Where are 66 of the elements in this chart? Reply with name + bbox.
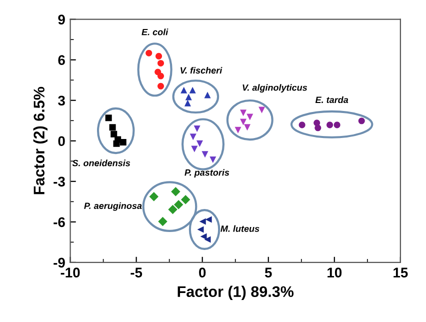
point <box>210 156 216 164</box>
series-label: V. fischeri <box>180 66 222 74</box>
point <box>204 236 211 243</box>
point <box>196 140 203 147</box>
point <box>149 192 158 202</box>
point <box>109 124 116 131</box>
point <box>185 94 192 100</box>
point <box>105 114 112 122</box>
point <box>204 92 211 98</box>
x-tick-label: -10 <box>60 268 80 278</box>
point <box>190 134 196 140</box>
y-tick-label: -3 <box>54 176 65 187</box>
point <box>244 124 251 131</box>
y-axis-title: Factor (2) 6.5% <box>33 86 48 194</box>
y-tick-label: -9 <box>54 258 65 268</box>
y-tick-label: 9 <box>58 14 65 24</box>
y-tick-label: 3 <box>58 96 65 106</box>
series-label: P. pastoris <box>184 169 230 178</box>
point <box>180 86 188 94</box>
point <box>156 52 162 60</box>
point <box>157 60 164 66</box>
series-label: E. coli <box>142 28 168 36</box>
point <box>240 118 247 126</box>
point <box>180 195 190 204</box>
x-tick-label: -5 <box>130 268 142 278</box>
point <box>157 72 164 80</box>
series-label: M. luteus <box>220 225 260 232</box>
point <box>191 146 198 152</box>
point <box>120 138 126 146</box>
point <box>200 233 207 240</box>
series-label: S. oneidensis <box>72 160 130 166</box>
y-tick-label: -6 <box>54 217 65 228</box>
point <box>298 122 306 128</box>
y-tick-label: 0 <box>58 136 65 146</box>
x-tick-label: 10 <box>328 268 342 278</box>
point <box>334 122 340 128</box>
point <box>157 82 164 90</box>
point <box>358 118 365 124</box>
point <box>110 130 118 138</box>
point <box>199 218 206 225</box>
point <box>205 216 212 223</box>
point <box>240 110 247 116</box>
point <box>258 106 266 114</box>
x-tick-label: 15 <box>394 268 408 278</box>
y-tick-label: 6 <box>58 55 65 66</box>
point <box>197 226 204 233</box>
point <box>171 187 180 196</box>
point <box>234 126 242 134</box>
point <box>202 151 208 158</box>
point <box>184 100 191 106</box>
point <box>168 204 178 214</box>
x-tick-label: 0 <box>199 268 206 278</box>
point <box>174 200 184 210</box>
point <box>113 140 120 147</box>
point <box>158 216 168 226</box>
point <box>146 50 152 56</box>
point <box>189 86 196 94</box>
point <box>314 124 322 132</box>
series-label: P. aeruginosa <box>84 202 142 211</box>
point <box>246 114 254 120</box>
x-tick-label: 5 <box>264 268 272 278</box>
point <box>194 125 200 132</box>
x-axis-title: Factor (1) 89.3% <box>178 286 294 300</box>
point <box>326 122 334 128</box>
series-label: V. alginolyticus <box>242 84 308 93</box>
series-label: E. tarda <box>315 96 348 104</box>
